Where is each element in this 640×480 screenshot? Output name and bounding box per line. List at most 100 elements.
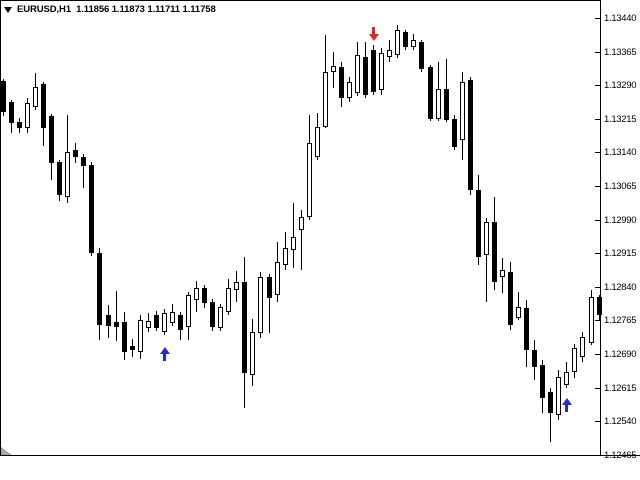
price-axis-label: 1.12615	[604, 383, 637, 394]
bear-candle-body	[403, 32, 408, 47]
bear-candle-body	[548, 392, 553, 413]
price-axis-label: 1.13065	[604, 181, 637, 192]
price-tick-mark	[595, 52, 600, 53]
bull-candle-body	[331, 66, 336, 72]
candle-wick	[486, 218, 487, 302]
bear-candle-body	[267, 277, 272, 298]
bull-candle-body	[146, 321, 151, 328]
candle-wick	[83, 154, 84, 188]
candle-wick	[518, 292, 519, 320]
bull-candle-body	[138, 320, 143, 352]
fast-navigation-corner-icon[interactable]	[1, 447, 12, 455]
bull-candle-body	[355, 55, 360, 93]
time-axis[interactable]: 11 Feb 201911 Feb 12:0011 Feb 20:0012 Fe…	[0, 455, 640, 480]
price-tick-mark	[595, 85, 600, 86]
bear-candle-body	[154, 315, 159, 328]
bear-candle-body	[339, 67, 344, 98]
price-axis-line	[600, 0, 601, 456]
buy-up-arrow-icon[interactable]	[159, 347, 170, 361]
bull-candle-body	[589, 297, 594, 343]
bear-candle-body	[122, 322, 127, 352]
price-axis-label: 1.12840	[604, 282, 637, 293]
price-axis-label: 1.12465	[604, 450, 637, 461]
candlestick-plot-area[interactable]	[0, 0, 602, 455]
bear-candle-body	[452, 119, 457, 147]
bull-candle-body	[65, 152, 70, 197]
chart-top-border	[0, 0, 601, 1]
candle-wick	[116, 291, 117, 341]
bear-candle-body	[476, 190, 481, 257]
bear-candle-body	[130, 346, 135, 350]
bull-candle-body	[347, 82, 352, 98]
bear-candle-body	[73, 150, 78, 157]
sell-down-arrow-icon[interactable]	[368, 27, 379, 41]
bull-candle-body	[33, 87, 38, 107]
chevron-down-icon[interactable]	[4, 6, 12, 13]
bull-candle-body	[516, 307, 521, 318]
bear-candle-body	[97, 253, 102, 325]
bear-candle-body	[178, 315, 183, 330]
arrow-head	[561, 398, 572, 405]
price-tick-mark	[595, 253, 600, 254]
bear-candle-body	[532, 350, 537, 367]
bear-candle-body	[210, 302, 215, 327]
candle-wick	[550, 388, 551, 442]
price-tick-mark	[595, 287, 600, 288]
bull-candle-body	[275, 262, 280, 295]
bear-candle-body	[468, 80, 473, 190]
bull-candle-body	[460, 82, 465, 140]
bear-candle-body	[597, 297, 602, 315]
arrow-head	[368, 34, 379, 41]
arrow-head	[159, 347, 170, 354]
bear-candle-body	[41, 84, 46, 128]
bull-candle-body	[258, 277, 263, 333]
bear-candle-body	[17, 122, 22, 128]
price-axis-label: 1.13290	[604, 80, 637, 91]
bear-candle-body	[9, 102, 14, 123]
price-axis-label: 1.12765	[604, 315, 637, 326]
bull-candle-body	[226, 288, 231, 312]
bull-candle-body	[411, 40, 416, 47]
price-axis-label: 1.13365	[604, 47, 637, 58]
bear-candle-body	[57, 162, 62, 195]
bull-candle-body	[436, 89, 441, 119]
bear-candle-body	[89, 165, 94, 253]
arrow-shaft	[372, 27, 375, 34]
bull-candle-body	[307, 143, 312, 217]
bear-candle-body	[444, 89, 449, 120]
bull-candle-body	[234, 282, 239, 290]
time-axis-line	[0, 455, 640, 456]
price-tick-mark	[595, 119, 600, 120]
bear-candle-body	[81, 157, 86, 166]
bear-candle-body	[524, 308, 529, 350]
arrow-shaft	[565, 405, 568, 412]
bear-candle-body	[540, 365, 545, 398]
bull-candle-body	[194, 288, 199, 300]
buy-up-arrow-icon[interactable]	[561, 398, 572, 412]
bull-candle-body	[315, 127, 320, 157]
price-axis-label: 1.12690	[604, 349, 637, 360]
price-tick-mark	[595, 455, 600, 456]
bull-candle-body	[218, 307, 223, 328]
price-tick-mark	[595, 18, 600, 19]
price-tick-mark	[595, 186, 600, 187]
bull-candle-body	[291, 237, 296, 250]
bear-candle-body	[114, 322, 119, 327]
bear-candle-body	[492, 222, 497, 282]
bull-candle-body	[500, 270, 505, 277]
price-axis-label: 1.13440	[604, 13, 637, 24]
price-tick-mark	[595, 320, 600, 321]
price-tick-mark	[595, 388, 600, 389]
bear-candle-body	[242, 282, 247, 373]
bull-candle-body	[572, 348, 577, 372]
symbol-ohlc-label: EURUSD,H1 1.11856 1.11873 1.11711 1.1175…	[17, 3, 216, 15]
bull-candle-body	[186, 295, 191, 327]
price-tick-mark	[595, 354, 600, 355]
candle-wick	[293, 203, 294, 268]
bull-candle-body	[250, 332, 255, 375]
price-axis-label: 1.13140	[604, 147, 637, 158]
price-axis-label: 1.12540	[604, 416, 637, 427]
bear-candle-body	[419, 42, 424, 69]
candle-wick	[301, 210, 302, 270]
